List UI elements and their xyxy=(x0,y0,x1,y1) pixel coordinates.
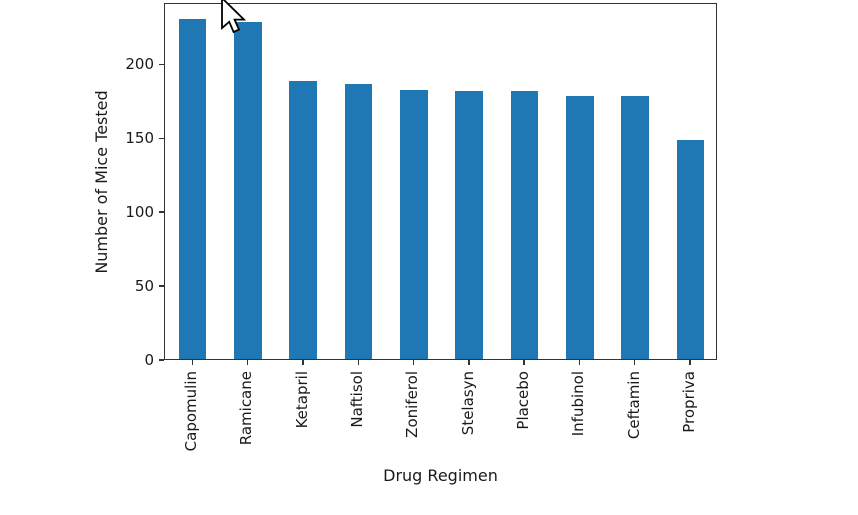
x-tick-mark xyxy=(246,360,249,365)
x-tick-mark xyxy=(302,360,304,365)
y-tick-mark xyxy=(159,285,164,287)
y-tick-label: 100 xyxy=(125,203,154,222)
bar-infubinol xyxy=(565,95,594,359)
y-axis-label: Number of Mice Tested xyxy=(92,90,111,274)
bar-zoniferol xyxy=(400,89,428,359)
bar-stelasyn xyxy=(455,91,483,359)
y-tick-mark xyxy=(159,137,164,139)
x-tick-mark xyxy=(578,360,581,365)
x-tick-mark xyxy=(468,360,470,365)
y-tick-mark xyxy=(159,63,164,66)
x-tick-mark xyxy=(634,360,636,365)
x-tick-mark xyxy=(689,360,691,365)
bar-ramicane xyxy=(234,21,262,359)
y-tick-mark xyxy=(159,211,164,213)
bar-ceftamin xyxy=(621,95,649,359)
plot-area xyxy=(164,3,717,360)
bar-capomulin xyxy=(178,19,207,359)
x-tick-mark xyxy=(523,360,525,365)
bar-placebo xyxy=(510,91,539,359)
y-tick-label: 200 xyxy=(125,55,154,74)
bar-ketapril xyxy=(289,81,318,359)
x-axis-label: Drug Regimen xyxy=(383,466,498,485)
y-tick-mark xyxy=(159,359,164,361)
y-tick-label: 50 xyxy=(134,277,154,296)
y-tick-label: 150 xyxy=(125,129,154,148)
x-tick-mark xyxy=(357,360,359,365)
bar-naftisol xyxy=(344,84,373,359)
mouse-cursor-icon xyxy=(221,0,247,34)
x-tick-mark xyxy=(412,360,415,365)
bar-propriva xyxy=(676,140,705,359)
x-tick-mark xyxy=(191,360,194,365)
y-tick-label: 0 xyxy=(144,351,154,369)
